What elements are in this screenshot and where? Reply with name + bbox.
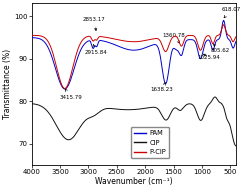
- Text: 805.62: 805.62: [211, 44, 230, 53]
- Text: 2915.84: 2915.84: [84, 44, 107, 55]
- Text: 1360.78: 1360.78: [163, 33, 185, 43]
- Text: 618.07: 618.07: [221, 7, 241, 18]
- Text: 1025.94: 1025.94: [197, 54, 220, 60]
- Y-axis label: Transmittance (%): Transmittance (%): [3, 49, 12, 119]
- X-axis label: Wavenumber (cm⁻¹): Wavenumber (cm⁻¹): [95, 177, 172, 186]
- Text: 1638.23: 1638.23: [151, 83, 173, 92]
- Text: 2853.17: 2853.17: [83, 17, 105, 31]
- Text: 3415.79: 3415.79: [60, 89, 83, 100]
- Legend: PAM, CIP, P-CIP: PAM, CIP, P-CIP: [131, 127, 170, 158]
